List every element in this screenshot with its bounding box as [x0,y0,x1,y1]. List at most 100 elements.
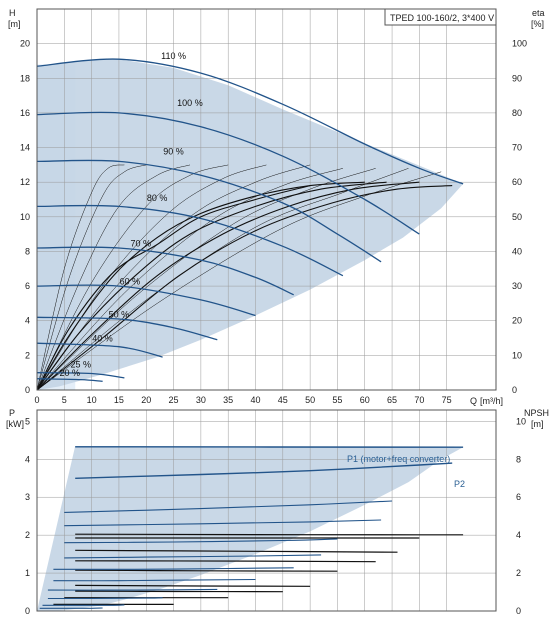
speed-label: 40 % [92,334,113,344]
efficiency-curve [36,181,365,391]
efficiency-curve [36,181,387,391]
npsh-tick-label: 6 [516,492,521,502]
head-axis-unit: [m] [8,19,21,29]
power-axis-ticks: 0 1 2 3 4 5 [25,416,30,616]
npsh-axis-label: NPSH [524,408,549,418]
power-tick-label: 2 [25,530,30,540]
efficiency-curve [36,185,453,391]
flow-tick-label: 10 [87,395,97,405]
efficiency-tick-label: 40 [512,246,522,256]
flow-axis-unit: [m³/h] [480,396,503,406]
flow-tick-label: 5 [62,395,67,405]
head-axis-label: H [9,8,16,18]
head-plot-frame [36,8,497,391]
speed-label: 80 % [147,193,168,203]
chart-title: TPED 100-160/2, 3*400 V [390,13,494,23]
series-label-p2: P2 [454,479,465,489]
npsh-tick-label: 4 [516,530,521,540]
flow-tick-label: 75 [442,395,452,405]
efficiency-axis-unit: [%] [531,19,544,29]
npsh-curve [75,549,398,553]
power-tick-label: 3 [25,492,30,502]
efficiency-curve [36,164,147,391]
flow-tick-label: 65 [387,395,397,405]
efficiency-curve [36,171,442,391]
series-label-p1: P1 (motor+freq converter) [347,454,450,464]
head-tick-label: 14 [20,143,30,153]
npsh-axis-unit: [m] [531,419,544,429]
flow-tick-label: 30 [196,395,206,405]
efficiency-curve [36,185,311,391]
flow-tick-label: 35 [223,395,233,405]
flow-tick-label: 50 [305,395,315,405]
efficiency-tick-label: 50 [512,212,522,222]
series-p2-line [75,462,453,479]
speed-curve [36,284,256,317]
speed-curve [36,204,344,277]
efficiency-curve [36,164,125,391]
head-tick-label: 20 [20,39,30,49]
speed-curve [36,372,125,379]
speed-label: 20 % [60,368,81,378]
speed-curve [36,378,103,382]
efficiency-curve [36,181,420,391]
power-tick-label: 0 [25,606,30,616]
efficiency-curve [36,164,191,391]
power-curve [53,578,256,582]
power-tick-label: 5 [25,416,30,426]
efficiency-tick-label: 70 [512,143,522,153]
flow-tick-label: 20 [141,395,151,405]
speed-curves [36,58,464,382]
npsh-curve [75,569,338,572]
speed-curve [36,246,294,296]
flow-tick-label: 70 [414,395,424,405]
npsh-tick-label: 8 [516,454,521,464]
head-tick-label: 12 [20,177,30,187]
flow-tick-label: 55 [332,395,342,405]
head-tick-label: 0 [25,385,30,395]
speed-label: 90 % [163,146,184,156]
power-curve [64,538,338,544]
npsh-tick-label: 10 [516,416,526,426]
speed-label: 60 % [120,276,141,286]
npsh-axis-ticks: 0 2 4 6 8 10 [516,416,526,616]
speed-label: 50 % [109,309,130,319]
power-axis-label: P [9,408,15,418]
speed-curve-labels: 110 % 100 % 90 % 80 % 70 % 60 % 50 % 40 % 25 %20… [60,51,203,378]
power-curve [47,588,218,591]
head-tick-label: 10 [20,212,30,222]
efficiency-axis-ticks: 0 10 20 30 40 50 60 70 80 90 100 [512,39,527,395]
npsh-curve [75,560,376,563]
efficiency-curve [36,168,409,391]
power-series [75,446,464,479]
speed-curve [36,342,163,358]
efficiency-curve [36,164,267,391]
speed-curve [36,159,382,263]
flow-tick-label: 15 [114,395,124,405]
power-tick-label: 1 [25,568,30,578]
speed-label: 25 % [70,359,91,369]
head-tick-label: 18 [20,73,30,83]
power-panel: 0 1 2 3 4 5 0 2 4 6 8 10 P [kW] NPSH [m] P1 (motor… [6,408,549,616]
npsh-curve [75,533,464,536]
efficiency-axis-label: eta [532,8,545,18]
speed-label: 70 % [131,238,152,248]
npsh-curve [75,584,311,587]
flow-tick-label: 25 [169,395,179,405]
flow-axis-label: Q [470,396,477,406]
speed-label: 110 % [161,51,186,61]
flow-tick-label: 60 [360,395,370,405]
chart-title-box [384,8,497,26]
head-tick-label: 2 [25,350,30,360]
npsh-curve [75,590,283,593]
power-curves [39,500,393,609]
speed-curve [36,58,464,185]
speed-label: 100 % [177,98,203,108]
efficiency-tick-label: 0 [512,385,517,395]
efficiency-curves [36,164,453,391]
power-curve [64,500,393,513]
power-curve [64,554,322,559]
power-axis-unit: [kW] [6,419,24,429]
head-tick-label: 4 [25,316,30,326]
